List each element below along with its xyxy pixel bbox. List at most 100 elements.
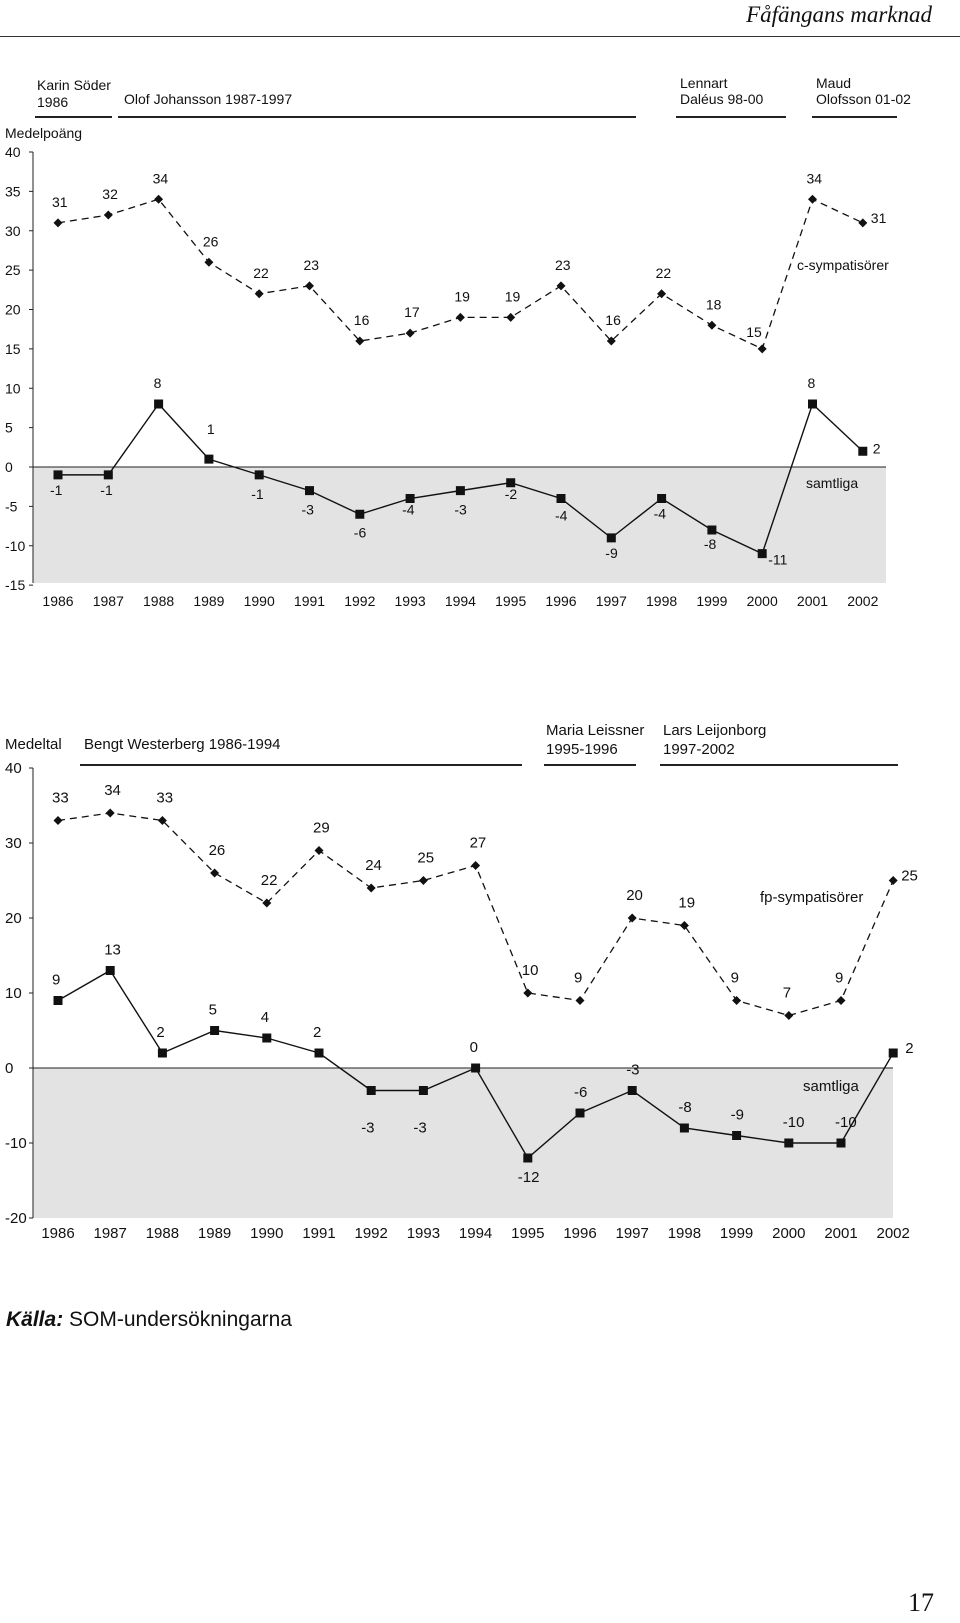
data-point-diamond (418, 876, 428, 885)
source-prefix: Källa: (6, 1308, 64, 1331)
data-point-diamond (556, 281, 566, 291)
x-tick-label: 1998 (646, 593, 677, 609)
x-tick-label: 1999 (720, 1225, 753, 1242)
data-label: -10 (835, 1114, 857, 1131)
y-tick-label: 0 (5, 1060, 13, 1077)
data-point-square (366, 1086, 376, 1095)
data-label: -4 (654, 506, 667, 522)
y-tick-label: -10 (5, 1135, 27, 1152)
data-label: 22 (261, 872, 278, 889)
data-label: 25 (901, 868, 918, 885)
data-point-square (105, 966, 115, 975)
data-label: 22 (656, 265, 672, 281)
data-label: 19 (454, 288, 470, 304)
data-label: -2 (505, 486, 518, 502)
x-tick-label: 2001 (824, 1225, 857, 1242)
data-label: 4 (261, 1009, 269, 1026)
data-label: 0 (470, 1039, 478, 1056)
data-point-square (254, 470, 264, 480)
data-point-square (732, 1131, 742, 1140)
data-point-square (355, 509, 365, 519)
y-tick-label: -10 (5, 538, 25, 554)
y-tick-label: 20 (5, 302, 21, 318)
data-label: 29 (313, 820, 330, 837)
data-point-diamond (103, 210, 113, 220)
x-tick-label: 1993 (395, 593, 426, 609)
series-name-label: samtliga (806, 475, 858, 491)
header-rule (0, 36, 960, 37)
data-point-square (103, 470, 113, 480)
data-point-diamond (784, 1011, 794, 1020)
data-label: 32 (102, 186, 118, 202)
leader-period-label: Olofsson 01-02 (816, 91, 911, 107)
data-label: 8 (808, 375, 816, 391)
data-label: 15 (746, 324, 762, 340)
x-tick-label: 1989 (198, 1225, 231, 1242)
data-label: 9 (835, 970, 843, 987)
source-note: Källa: SOM-undersökningarna (6, 1308, 292, 1332)
y-tick-label: -15 (5, 577, 25, 593)
data-label: -8 (704, 536, 717, 552)
data-label: -3 (454, 502, 467, 518)
y-tick-label: 5 (5, 420, 13, 436)
x-tick-label: 1999 (696, 593, 727, 609)
data-point-square (606, 533, 616, 543)
leader-period-label: Karin Söder (37, 77, 111, 93)
data-label: -3 (302, 502, 315, 518)
leader-period-label: Maud (816, 75, 851, 91)
data-point-square (784, 1138, 794, 1148)
data-point-square (305, 486, 314, 496)
data-label: 31 (871, 210, 887, 226)
data-label: 7 (783, 985, 791, 1002)
data-label: 27 (470, 835, 487, 852)
data-point-diamond (707, 320, 717, 330)
data-point-square (757, 549, 767, 559)
data-point-square (523, 1153, 533, 1163)
data-point-square (210, 1026, 220, 1035)
data-point-square (53, 996, 63, 1005)
x-tick-label: 1992 (355, 1225, 388, 1242)
data-label: -8 (678, 1099, 691, 1116)
data-point-square (405, 494, 415, 503)
data-point-square (53, 470, 63, 480)
data-label: 19 (678, 895, 695, 912)
y-tick-label: 15 (5, 341, 21, 357)
data-point-square (471, 1063, 481, 1073)
x-tick-label: 1989 (193, 593, 224, 609)
y-tick-label: 10 (5, 985, 22, 1002)
data-point-diamond (254, 289, 264, 299)
data-label: 31 (52, 194, 68, 210)
y-tick-label: 20 (5, 910, 22, 927)
x-tick-label: 2002 (847, 593, 878, 609)
data-point-diamond (262, 898, 272, 908)
data-point-square (627, 1086, 637, 1095)
x-tick-label: 1990 (244, 593, 275, 609)
data-point-diamond (657, 289, 667, 299)
x-tick-label: 1991 (294, 593, 325, 609)
data-label: 9 (731, 970, 739, 987)
data-point-diamond (757, 344, 767, 354)
x-tick-label: 1998 (668, 1225, 701, 1242)
data-point-diamond (154, 194, 164, 204)
data-label: 16 (354, 312, 370, 328)
data-point-square (157, 1048, 167, 1058)
leader-period-label: 1995-1996 (546, 741, 618, 758)
data-label: 26 (203, 233, 219, 249)
data-point-diamond (405, 328, 415, 338)
leader-period-label: Lennart (680, 75, 728, 91)
x-tick-label: 2000 (747, 593, 778, 609)
x-tick-label: 1987 (94, 1225, 127, 1242)
data-label: 24 (365, 857, 382, 874)
data-label: -12 (518, 1169, 540, 1186)
x-tick-label: 1995 (495, 593, 526, 609)
series-name-label: c-sympatisörer (797, 257, 889, 273)
data-label: -1 (251, 486, 264, 502)
data-label: 2 (873, 440, 881, 456)
x-tick-label: 1988 (143, 593, 174, 609)
data-point-square (506, 478, 516, 488)
data-point-square (556, 494, 566, 503)
data-point-square (888, 1048, 898, 1058)
data-label: -3 (413, 1120, 426, 1137)
running-head: Fåfängans marknad (746, 2, 932, 27)
source-text: SOM-undersökningarna (69, 1308, 292, 1331)
